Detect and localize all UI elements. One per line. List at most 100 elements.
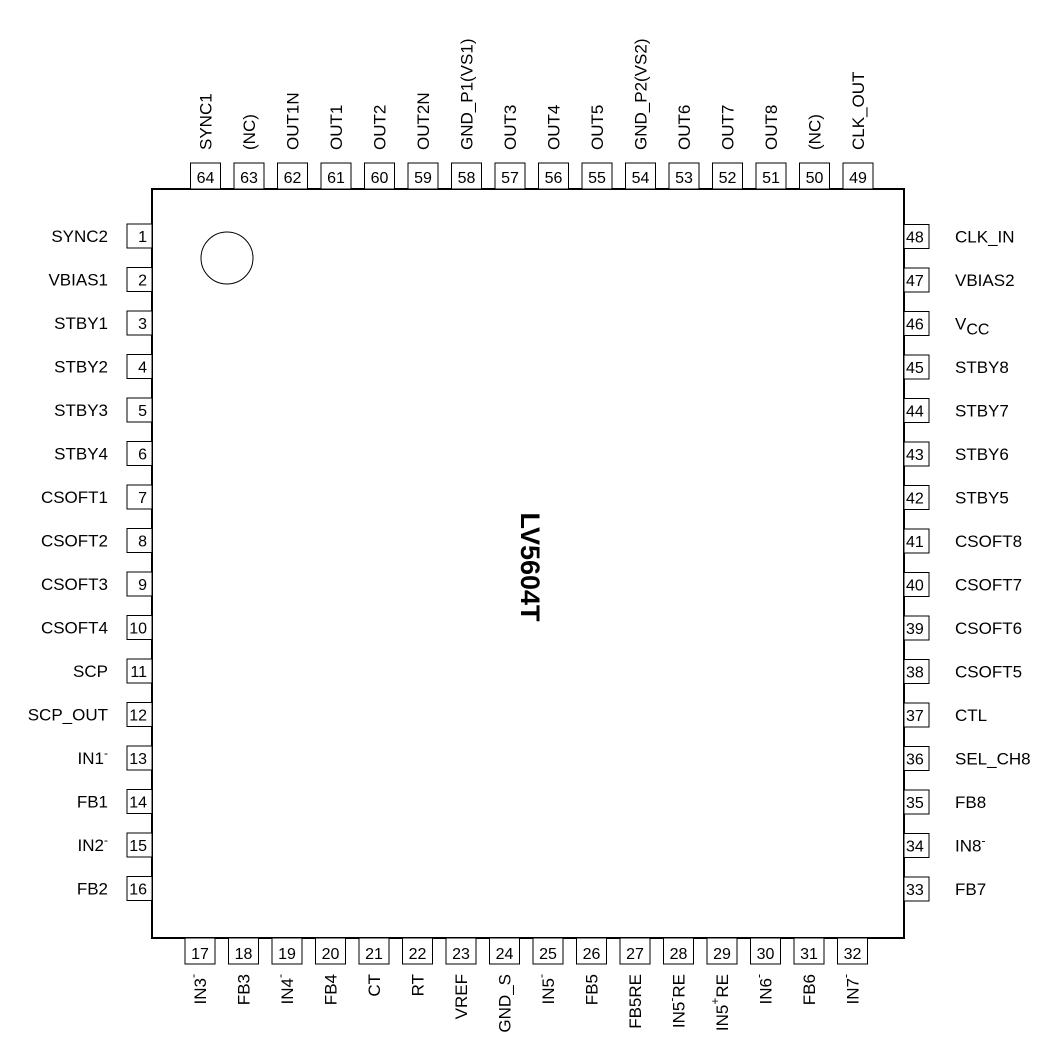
pin-number: 33 [906,882,924,899]
pin-7: 7 CSOFT1 [41,484,153,510]
pin-label: IN5-RE [665,974,689,1028]
pin-label: CT [365,974,384,997]
pin-8: 8 CSOFT2 [41,528,153,553]
pin-number: 40 [906,578,924,595]
pin-number: 35 [906,795,924,812]
pin-label: FB5 [582,974,601,1005]
pin-box [903,702,930,728]
pin-box [842,162,874,190]
pin-22: 22 RT [402,937,433,996]
pin-number: 48 [906,230,924,247]
pin-label: STBY7 [955,402,1009,421]
pin-label: FB2 [77,880,108,899]
pin-36: 36 SEL_CH8 [903,746,1031,771]
pin-label: STBY2 [54,358,108,377]
pin-label: OUT1 [327,105,346,150]
pin-39: 39 CSOFT6 [903,615,1022,641]
pin-box [126,615,153,640]
pin-label: CSOFT7 [955,576,1022,595]
pin-number: 8 [138,534,147,551]
pin-label: IN6- [752,974,776,1004]
pin-60: 60 OUT2 [364,105,395,190]
pin-number: 54 [632,170,650,187]
pin-box [903,789,930,815]
pin-number: 47 [906,273,924,290]
pin-number: 13 [129,751,147,768]
pin-10: 10 CSOFT4 [41,615,153,640]
pin-1: 1 SYNC2 [51,223,153,249]
pin-label: CSOFT3 [41,575,108,594]
pin-label: FB8 [955,793,986,812]
pin-label: OUT8 [762,105,781,150]
pin-label: SCP [73,662,108,681]
pin-label: SCP_OUT [28,706,108,725]
pin-5: 5 STBY3 [54,397,153,423]
pin-box [315,937,346,965]
pin-label: VCC [955,315,989,339]
pin-label: STBY8 [955,358,1009,377]
pins-group: 1 SYNC2 2 VBIAS1 3 STBY1 4 STBY2 5 STBY3 6 STBY4 7 CS… [28,39,1031,1033]
pin-number: 43 [906,447,924,464]
pin-box [903,528,930,554]
pin-number: 26 [583,946,601,963]
pin-59: 59 OUT2N [407,92,439,190]
pin-50: 50 (NC) [799,114,830,190]
pin-label: OUT2 [370,105,389,150]
pin-number: 5 [138,403,147,420]
pin-box [903,354,930,380]
pin-49: 49 CLK_OUT [842,72,874,190]
pin-number: 19 [278,946,296,963]
pin-box [126,223,153,249]
pin-number: 29 [713,946,731,963]
pin-54: 54 GND_P2(VS2) [625,39,656,190]
pin-label: IN7- [839,974,863,1004]
pin-box [903,485,930,510]
pin-3: 3 STBY1 [54,310,153,336]
pin-number: 53 [675,170,693,187]
pin-number: 1 [138,229,147,246]
pin-box [712,162,743,190]
pin-number: 15 [129,838,147,855]
pin-number: 64 [197,170,215,187]
pin-label: SYNC2 [51,227,108,246]
pin-number: 20 [322,946,340,963]
chip-body [151,188,905,939]
pin-label: FB6 [800,974,819,1005]
pin-box [903,833,930,858]
pin-box [903,746,930,771]
pin-number: 42 [906,491,924,508]
pin-number: 37 [906,708,924,725]
pin-box [402,937,433,965]
pin-number: 41 [906,534,924,551]
pin-label: FB1 [77,793,108,812]
pin-label: CSOFT1 [41,488,108,507]
pin-63: 63 (NC) [233,114,265,190]
pin-label: RT [408,974,427,996]
pin-box [445,937,477,965]
pin-number: 60 [371,170,389,187]
pin-box [126,658,153,684]
pin-label: OUT5 [588,105,607,150]
pin-box [903,441,930,467]
pin-number: 11 [130,664,147,681]
pin-number: 17 [191,946,209,963]
pin-box [126,484,153,510]
pin-label: GND_S [495,974,514,1033]
chip-name: LV5604T [515,512,545,622]
pin-53: 53 OUT6 [668,105,700,190]
pin-label: FB4 [321,974,340,1005]
pin-47: 47 VBIAS2 [903,267,1015,293]
pin-19: 19 IN4- [271,937,303,1004]
pin-label: IN1- [78,746,108,768]
pin-box [663,937,694,965]
pin-box [126,397,153,423]
pin-15: 15 IN2- [78,832,153,858]
pin-46: 46 VCC [903,311,989,339]
pin-number: 32 [844,946,862,963]
pin-label: IN5+RE [708,974,732,1031]
pin-number: 2 [138,273,147,290]
pin-label: CLK_OUT [849,72,868,150]
pin-number: 49 [849,170,867,187]
pin-26: 26 FB5 [576,937,607,1005]
pin-box [451,162,482,190]
